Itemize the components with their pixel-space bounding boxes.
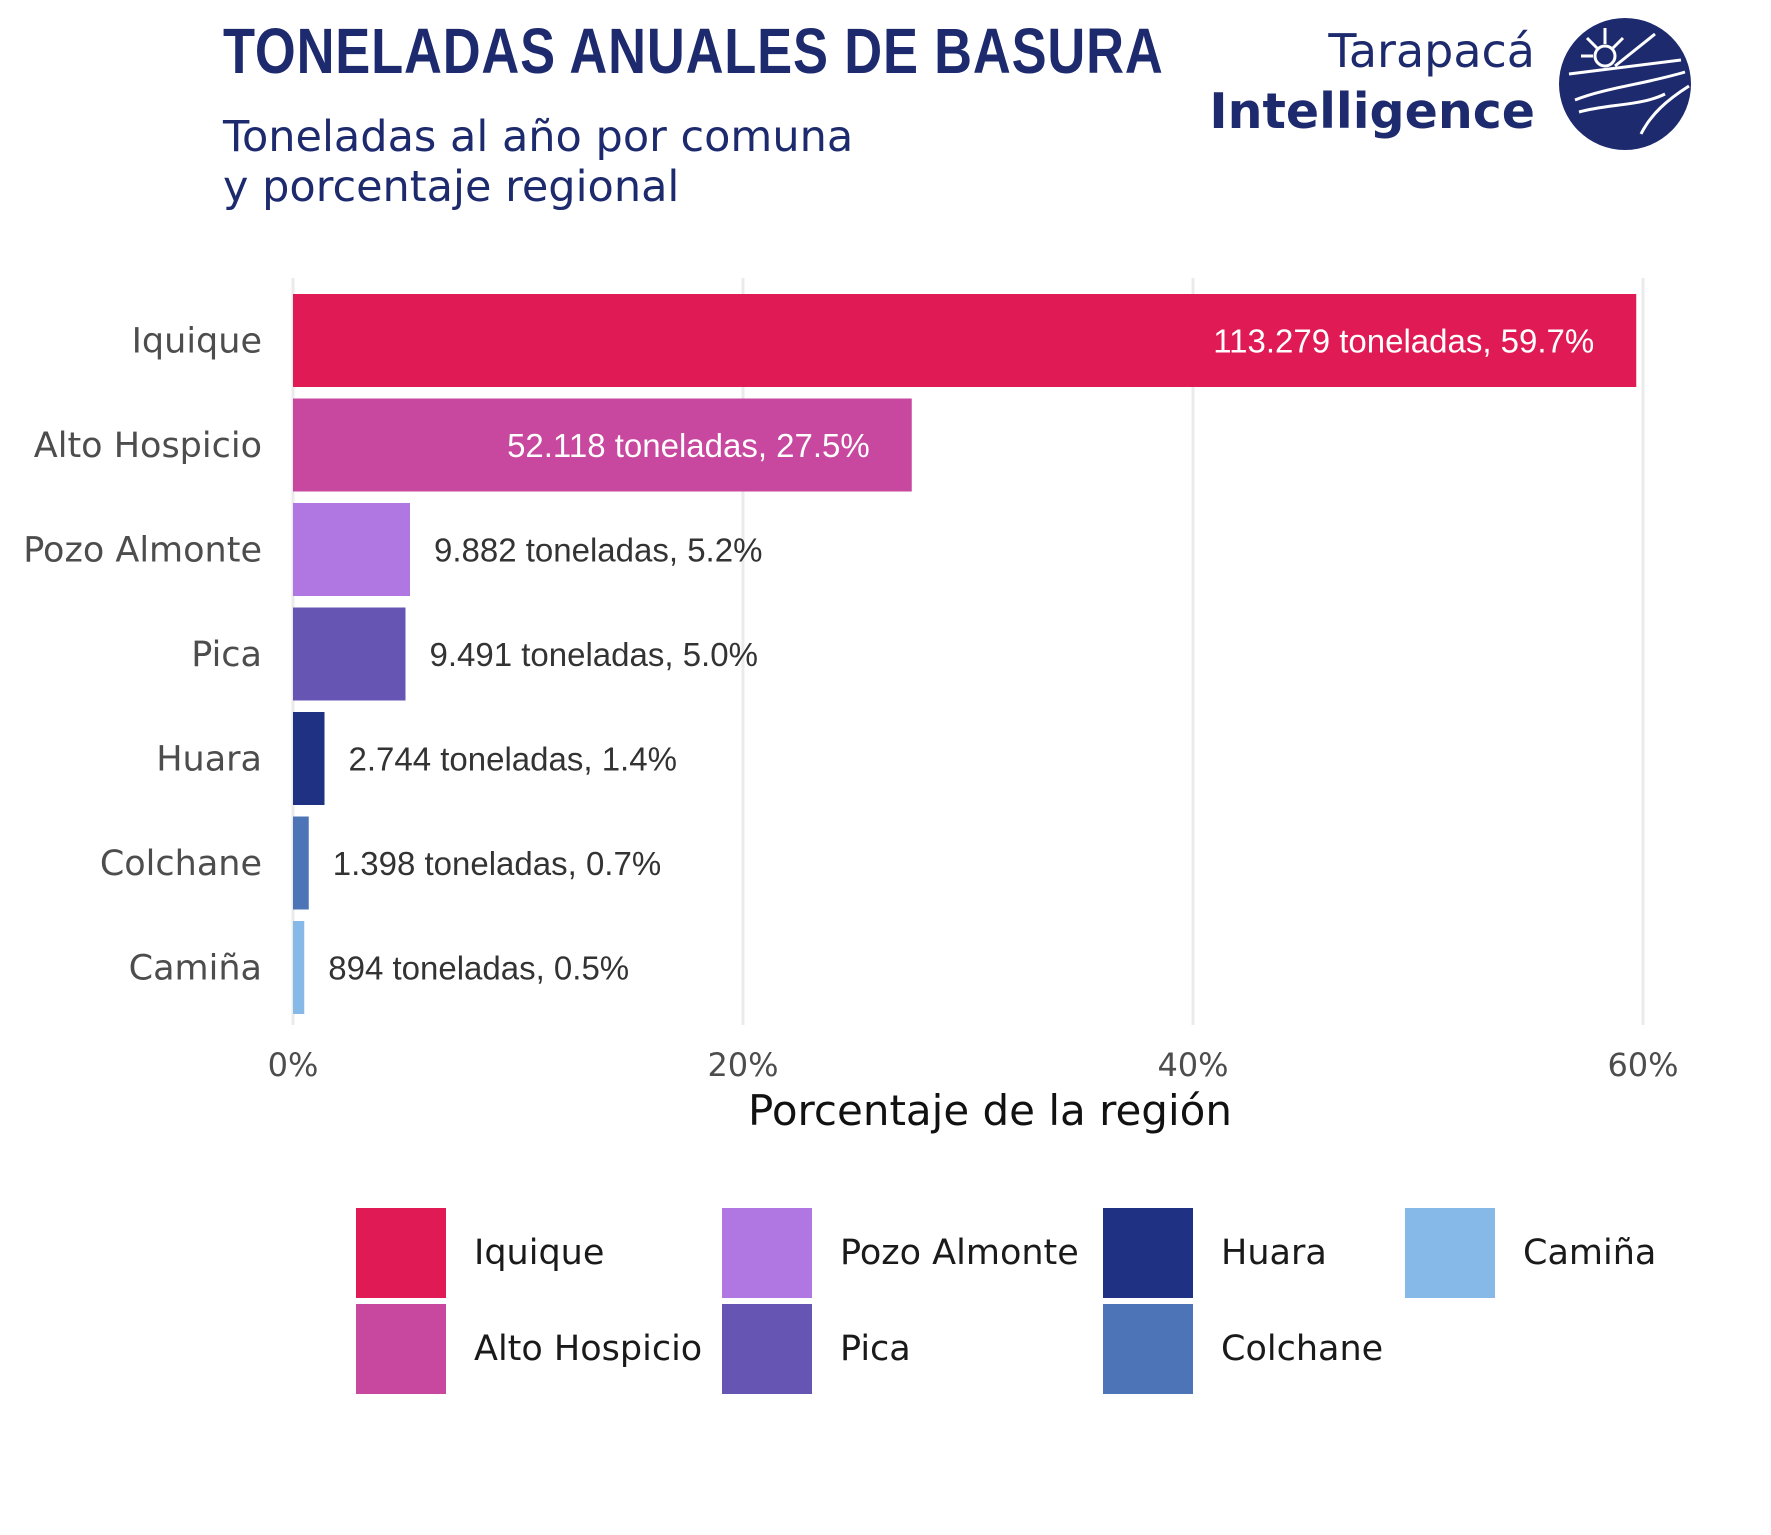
x-tick-label: 40% <box>1157 1046 1228 1084</box>
data-label: 9.882 toneladas, 5.2% <box>434 532 762 569</box>
data-label: 1.398 toneladas, 0.7% <box>333 845 661 882</box>
bar-iquique <box>293 294 1637 387</box>
category-label: Pica <box>191 635 262 675</box>
category-label: Huara <box>156 740 262 780</box>
chart-title: TONELADAS ANUALES DE BASURA <box>223 15 1164 87</box>
data-label: 52.118 toneladas, 27.5% <box>507 427 870 464</box>
chart-subtitle-line-1: Toneladas al año por comuna <box>223 112 854 162</box>
bar-pozo-almonte <box>293 503 410 596</box>
data-label: 9.491 toneladas, 5.0% <box>430 636 758 673</box>
tarapaca-globe-icon <box>1559 18 1691 150</box>
data-label: 113.279 toneladas, 59.7% <box>1213 323 1594 360</box>
bar-camiña <box>293 921 305 1014</box>
bar-alto-hospicio <box>293 398 912 492</box>
data-label: 894 toneladas, 0.5% <box>328 950 629 987</box>
chart-subtitle-line-2: y porcentaje regional <box>223 162 680 212</box>
x-axis-title: Porcentaje de la región <box>748 1086 1232 1135</box>
bar-huara <box>293 712 325 805</box>
bars <box>293 294 1637 1014</box>
data-labels: 113.279 toneladas, 59.7% 52.118 toneladas… <box>328 323 1594 987</box>
logo-text-tarapaca: Tarapacá <box>1328 24 1535 78</box>
bar-colchane <box>293 816 309 910</box>
bar-pica <box>293 607 406 701</box>
category-label: Camiña <box>129 949 262 989</box>
category-labels: Iquique Alto Hospicio Pozo Almonte Pica Huar… <box>23 322 262 989</box>
category-label: Iquique <box>132 322 262 362</box>
brand-logo: Tarapacá Intelligence <box>1209 12 1750 162</box>
x-tick-labels: 0% 20% 40% 60% <box>268 1046 1679 1084</box>
category-label: Pozo Almonte <box>23 531 262 571</box>
logo-text-intelligence: Intelligence <box>1209 83 1535 140</box>
x-tick-label: 60% <box>1607 1046 1678 1084</box>
category-label: Colchane <box>100 844 262 884</box>
category-label: Alto Hospicio <box>34 426 262 466</box>
x-tick-label: 20% <box>707 1046 778 1084</box>
data-label: 2.744 toneladas, 1.4% <box>349 741 677 778</box>
x-tick-label: 0% <box>268 1046 319 1084</box>
